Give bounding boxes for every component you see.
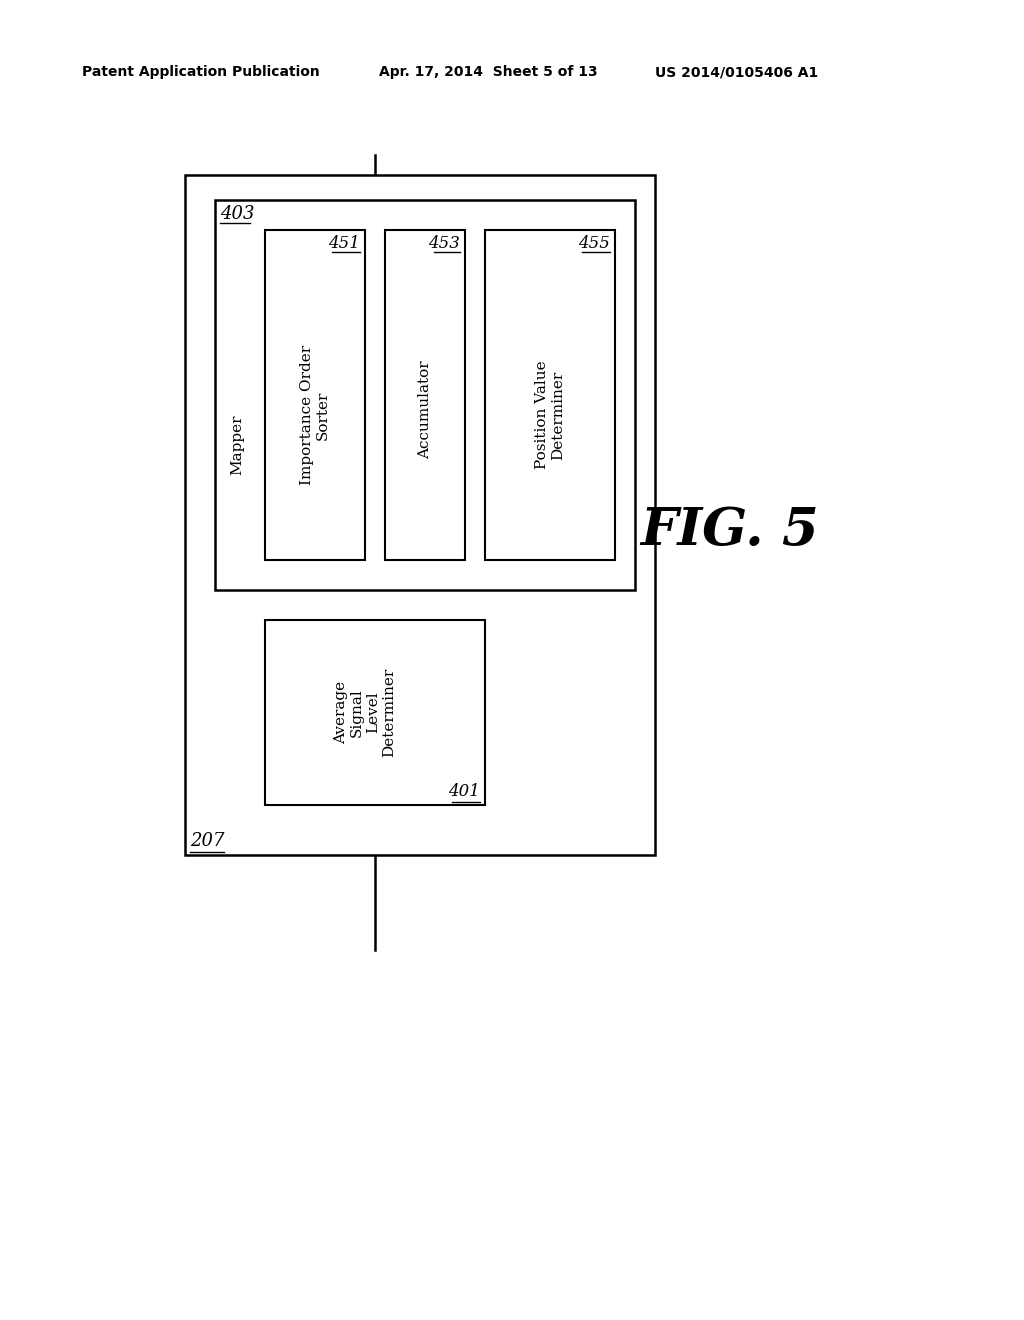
Text: FIG. 5: FIG. 5: [640, 504, 819, 556]
Text: Accumulator: Accumulator: [418, 360, 432, 459]
Text: Importance Order
Sorter: Importance Order Sorter: [300, 345, 330, 484]
Bar: [385, 230, 465, 560]
Text: Mapper: Mapper: [230, 414, 244, 475]
Text: Patent Application Publication: Patent Application Publication: [82, 65, 319, 79]
Text: 453: 453: [428, 235, 460, 252]
Text: Average
Signal
Level
Determiner: Average Signal Level Determiner: [334, 668, 396, 758]
Text: 401: 401: [449, 783, 480, 800]
Bar: [215, 201, 635, 590]
Bar: [265, 620, 485, 805]
Text: 403: 403: [220, 205, 255, 223]
Text: 455: 455: [579, 235, 610, 252]
Bar: [185, 176, 655, 855]
Text: US 2014/0105406 A1: US 2014/0105406 A1: [655, 65, 818, 79]
Text: 207: 207: [190, 832, 224, 850]
Bar: [265, 230, 365, 560]
Bar: [485, 230, 615, 560]
Text: 451: 451: [328, 235, 360, 252]
Text: Position Value
Determiner: Position Value Determiner: [535, 360, 565, 470]
Text: Apr. 17, 2014  Sheet 5 of 13: Apr. 17, 2014 Sheet 5 of 13: [379, 65, 598, 79]
